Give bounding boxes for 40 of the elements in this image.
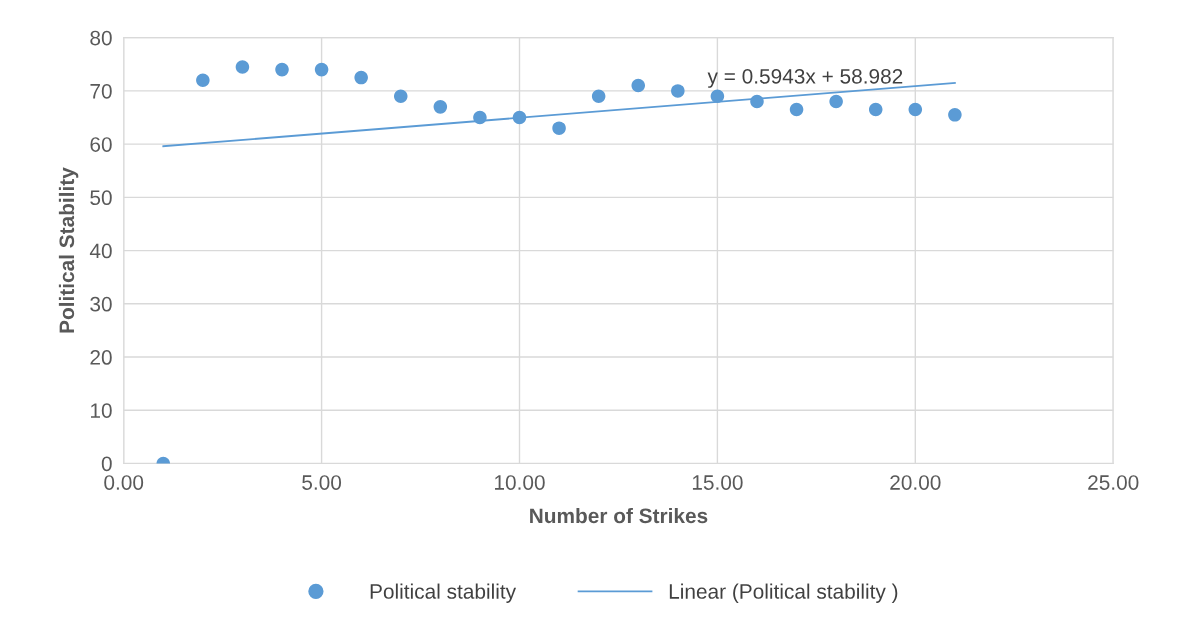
y-tick-label: 30 [90,296,112,312]
y-tick-label: 0 [101,456,112,472]
legend-label: Political stability [370,583,517,603]
point [868,102,883,117]
point [591,89,606,103]
point [631,78,646,93]
x-axis-title: Number of Strikes [530,507,708,524]
point [750,94,764,109]
point [393,89,408,103]
x-tick-label: 0.00 [104,475,144,490]
y-tick-label: 80 [90,30,112,46]
x-tick-label: 20.00 [890,475,941,490]
point [512,110,527,125]
annotation: y = 0.5943x + 58.982 [707,68,903,88]
y-tick-label: 60 [90,137,112,152]
point [789,102,804,117]
x-tick-label: 15.00 [692,475,743,490]
x-tick-label: 25.00 [1088,475,1139,490]
point [948,108,962,122]
point [314,62,329,77]
point [908,102,923,117]
point [354,70,368,85]
y-tick-label: 20 [90,350,112,365]
point [235,60,250,74]
x-tick-label: 5.00 [302,475,342,490]
y-tick-label: 10 [91,403,112,418]
point [671,84,685,98]
point [275,62,289,77]
point [829,94,843,109]
y-axis-title: Political Stability [58,167,79,333]
legend-label: Linear (Political stability ) [669,583,898,603]
point [433,100,448,114]
point [473,110,487,125]
y-tick-label: 40 [89,243,112,259]
y-tick-label: 70 [90,83,112,99]
point [196,73,210,88]
point [710,89,725,103]
point [552,121,566,135]
x-tick-label: 10.00 [495,475,545,490]
y-tick-label: 50 [90,190,112,206]
